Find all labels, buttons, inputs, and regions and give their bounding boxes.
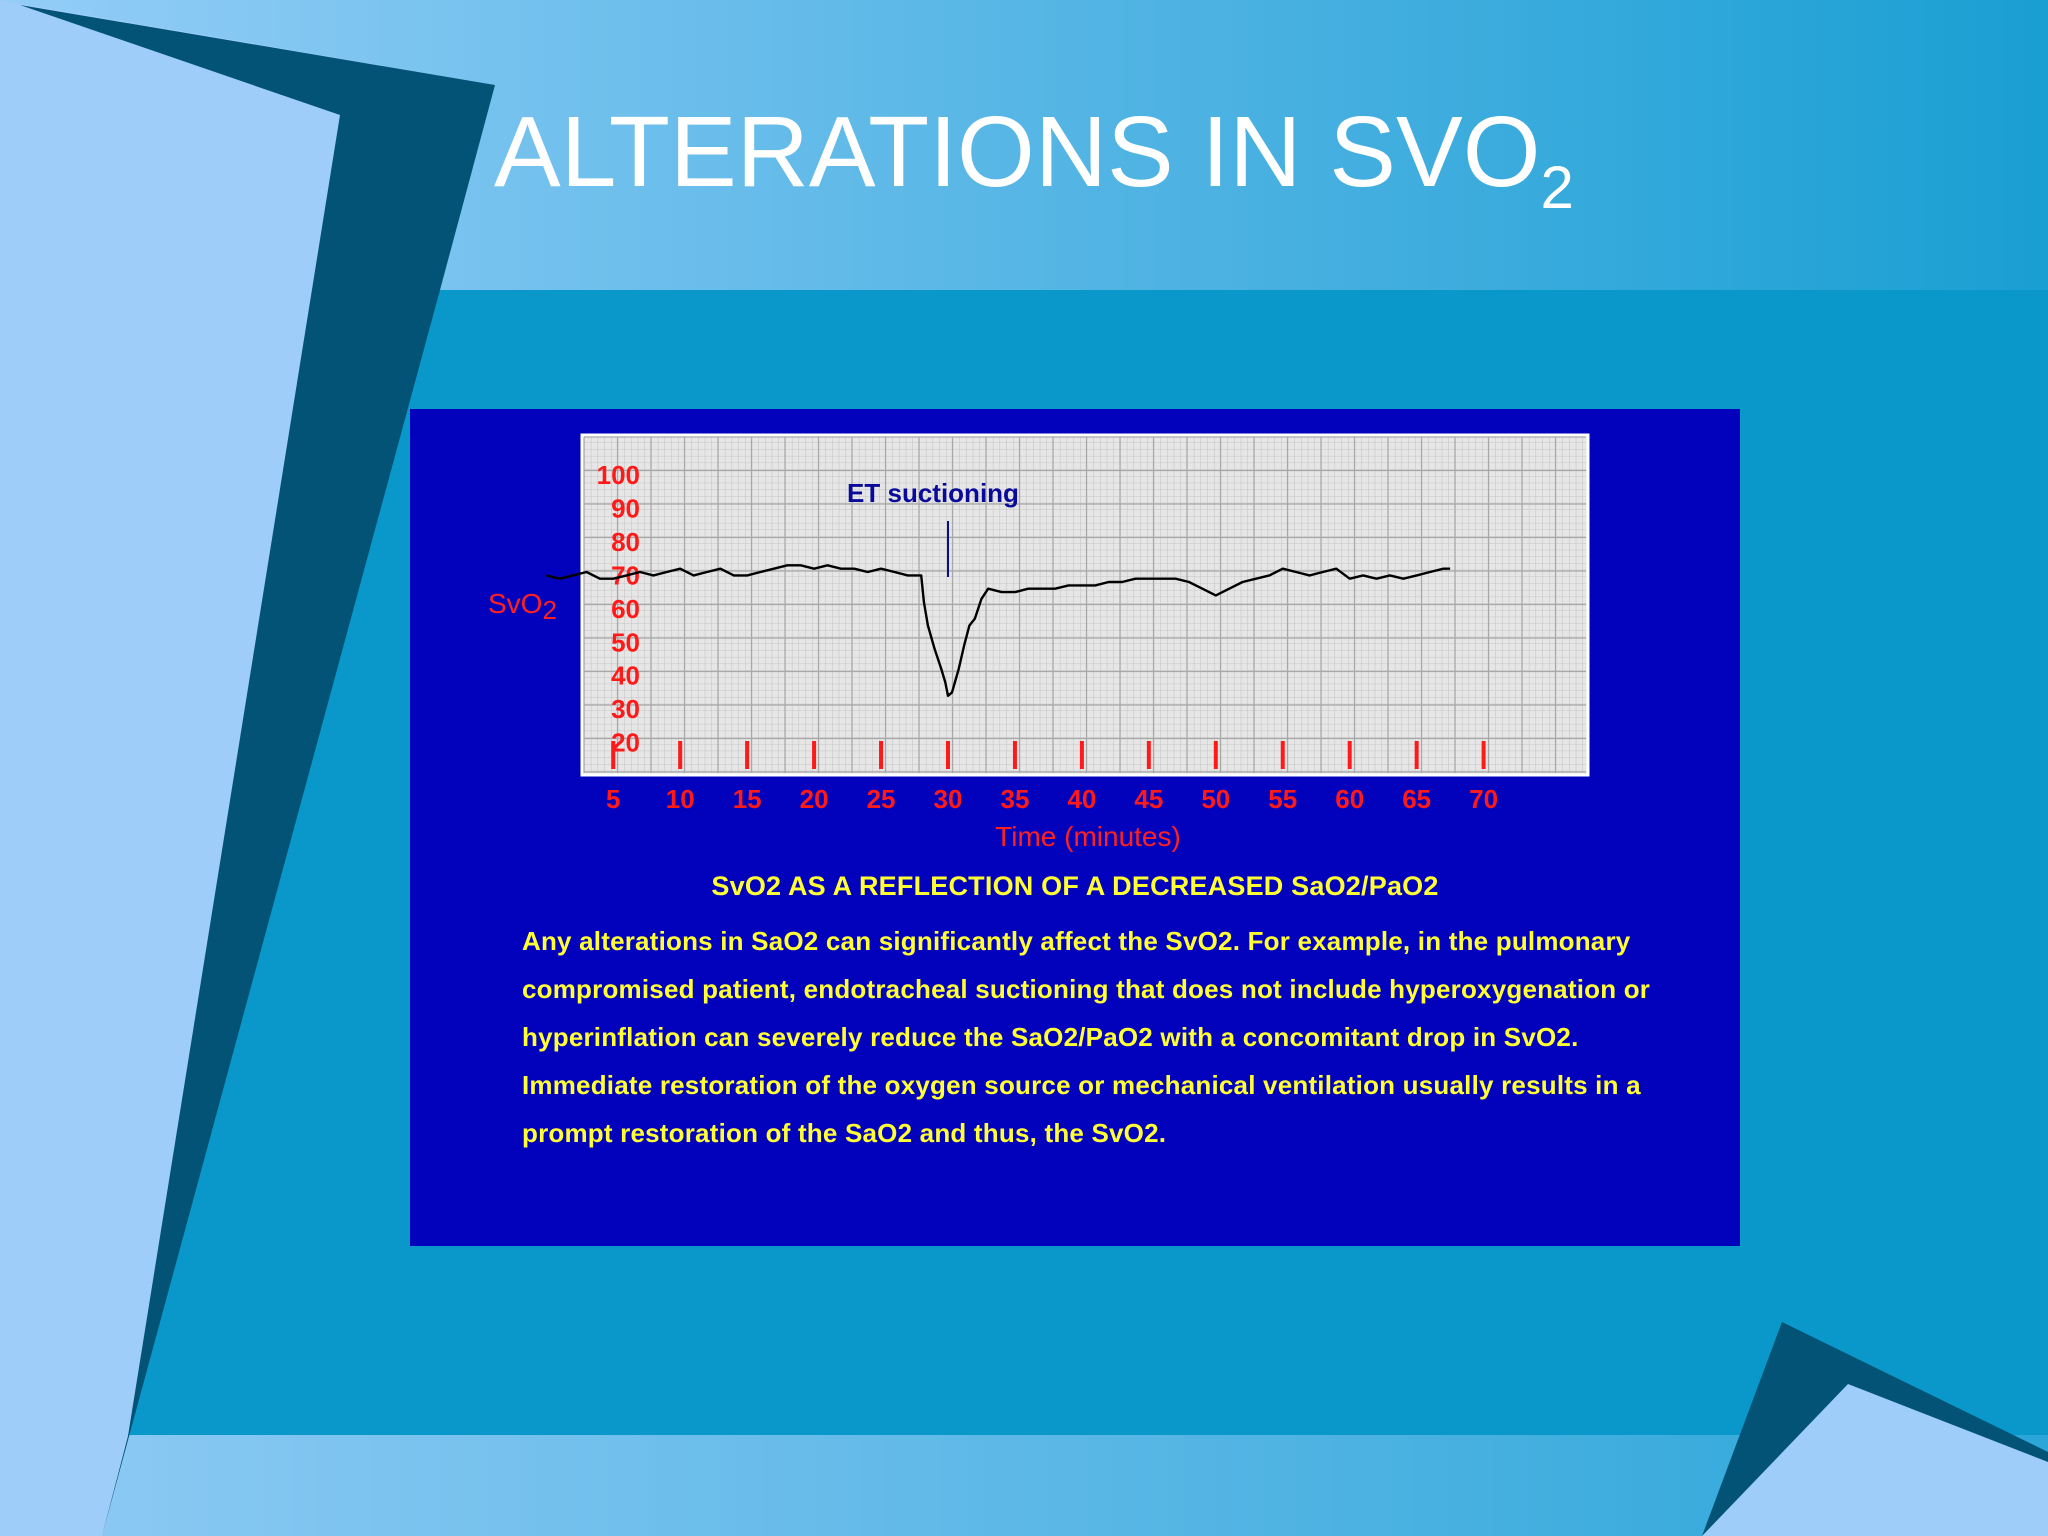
x-tick-label: 20 (800, 784, 829, 814)
chart-grid-lines (583, 436, 1586, 773)
x-tick-label: 35 (1000, 784, 1029, 814)
x-tick-label: 10 (666, 784, 695, 814)
y-tick-label: 50 (611, 627, 640, 657)
x-tick-label: 30 (934, 784, 963, 814)
x-tick-label: 15 (733, 784, 762, 814)
y-tick-label: 100 (597, 460, 640, 490)
x-tick-label: 60 (1335, 784, 1364, 814)
y-axis-label: SvO2 (488, 588, 557, 625)
x-tick-label: 25 (867, 784, 896, 814)
figure-panel: 100 90 80 70 60 50 40 30 20 5 10 15 20 25 30 35 40 45 50 5… (410, 409, 1740, 1246)
x-tick-label: 40 (1067, 784, 1096, 814)
y-tick-label: 90 (611, 493, 640, 523)
x-tick-label: 45 (1134, 784, 1163, 814)
x-tick-label: 70 (1469, 784, 1498, 814)
y-tick-label: 40 (611, 661, 640, 691)
y-tick-label: 30 (611, 694, 640, 724)
y-tick-label: 80 (611, 527, 640, 557)
x-tick-label: 50 (1201, 784, 1230, 814)
x-axis-label: Time (minutes) (995, 821, 1181, 852)
x-tick-label: 65 (1402, 784, 1431, 814)
x-ticks: 5 10 15 20 25 30 35 40 45 50 55 60 65 70 (606, 741, 1498, 814)
y-tick-label: 60 (611, 594, 640, 624)
slide-title: ALTERATIONS IN SVO2 (494, 96, 1574, 221)
slide-title-subscript: 2 (1540, 154, 1574, 221)
x-tick-label: 5 (606, 784, 620, 814)
y-tick-label: 20 (611, 728, 640, 758)
caption-body: Any alterations in SaO2 can significantl… (522, 926, 1651, 1148)
caption-heading: SvO2 AS A REFLECTION OF A DECREASED SaO2… (711, 871, 1439, 901)
svo2-trace (546, 564, 1451, 697)
x-tick-label: 55 (1268, 784, 1297, 814)
annotation-label: ET suctioning (847, 478, 1019, 508)
